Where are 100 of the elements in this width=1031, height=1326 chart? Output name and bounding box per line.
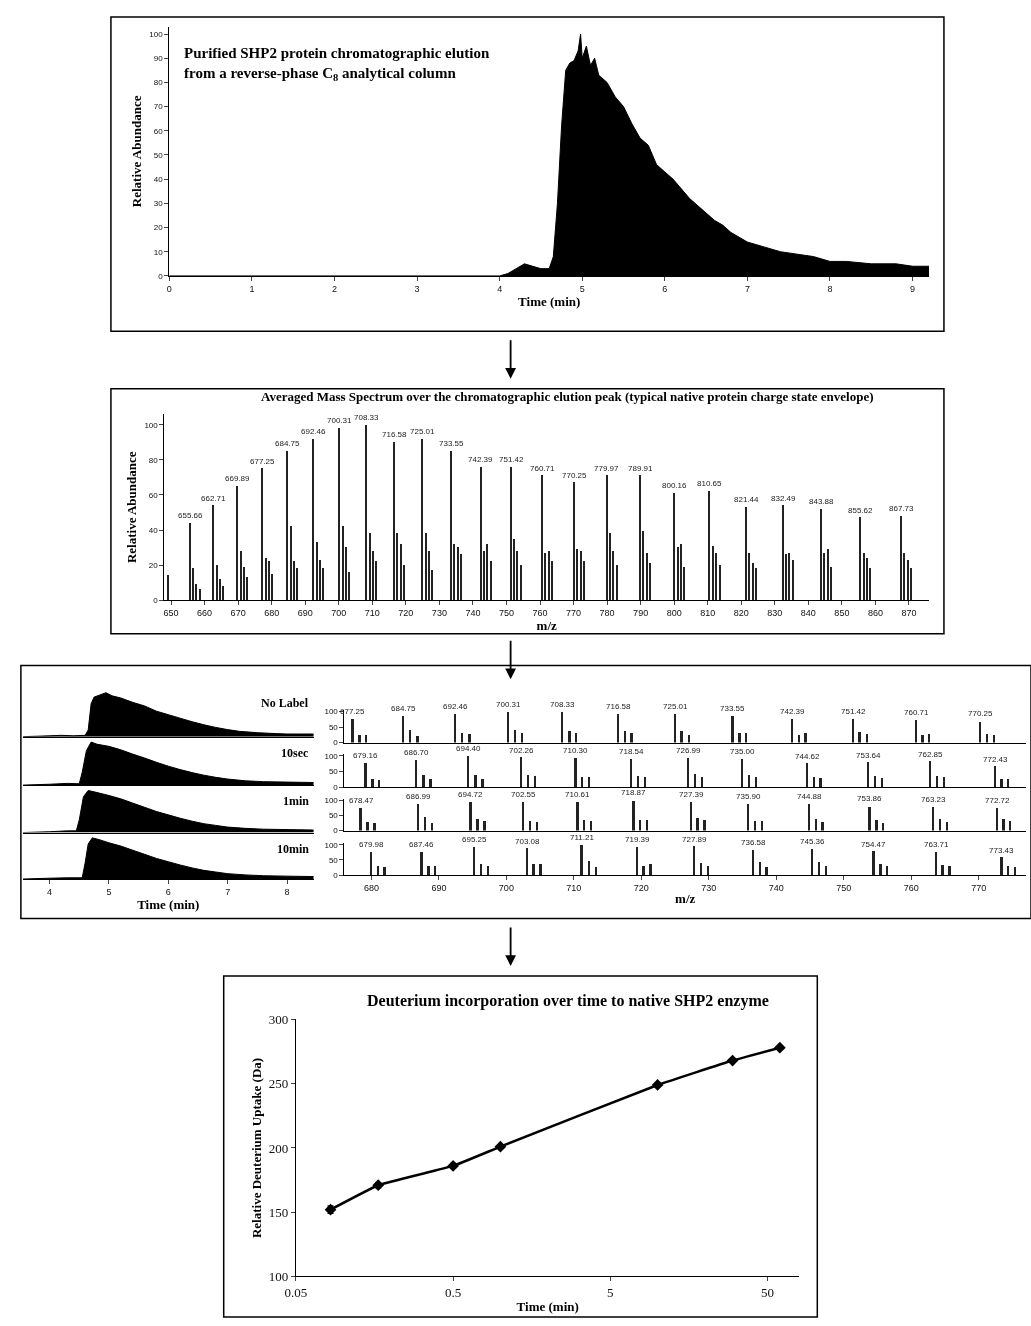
x-tick-label: 4 [497, 283, 503, 294]
x-tick-label: 700 [498, 882, 514, 893]
x-tick-label: 720 [633, 882, 649, 893]
y-tick-label: 70 [153, 102, 164, 112]
x-tick-label: 770 [971, 882, 987, 893]
annotation: 745.36 [800, 837, 826, 846]
annotation: 727.39 [679, 790, 705, 799]
annotation: 735.90 [736, 792, 762, 801]
annotation: 716.58 [382, 430, 408, 439]
chart-title: 1min [283, 794, 310, 808]
x-axis-title: Time (min) [137, 896, 200, 912]
x-tick-label: 4 [47, 886, 53, 897]
y-tick-label: 0 [333, 782, 339, 792]
y-tick-label: 300 [268, 1011, 289, 1027]
x-axis-title: Time (min) [516, 1298, 579, 1314]
y-tick-label: 30 [153, 199, 164, 209]
annotation: 725.01 [663, 702, 689, 711]
annotation: 867.73 [889, 504, 915, 513]
annotation: 677.25 [340, 707, 366, 716]
y-tick-label: 100 [324, 751, 339, 761]
y-tick-label: 40 [148, 525, 159, 535]
annotation: 702.26 [509, 746, 535, 755]
annotation: 686.99 [406, 792, 432, 801]
annotation: 678.47 [349, 796, 375, 805]
y-tick-label: 20 [153, 223, 164, 233]
y-tick-label: 100 [324, 796, 339, 806]
x-tick-label: 650 [163, 608, 179, 619]
y-tick-label: 0 [153, 596, 159, 606]
x-tick-label: 810 [700, 608, 716, 619]
annotation: 725.01 [410, 427, 436, 436]
y-tick-label: 50 [328, 855, 339, 865]
chart-title: Averaged Mass Spectrum over the chromatographic elution peak (typical native protein charge state envelope) [261, 389, 874, 404]
x-tick-label: 2 [331, 283, 337, 294]
x-tick-label: 0 [166, 283, 172, 294]
x-tick-label: 770 [566, 608, 582, 619]
x-tick-label: 800 [666, 608, 682, 619]
x-tick-label: 8 [284, 886, 290, 897]
y-tick-label: 50 [328, 811, 339, 821]
annotation: 684.75 [275, 439, 301, 448]
annotation: 773.43 [989, 846, 1015, 855]
y-tick-label: 20 [148, 560, 159, 570]
annotation: 692.46 [301, 427, 327, 436]
annotation: 763.71 [924, 840, 950, 849]
x-tick-label: 760 [903, 882, 919, 893]
annotation: 733.55 [720, 704, 746, 713]
x-tick-label: 730 [431, 608, 447, 619]
annotation: 669.89 [225, 474, 251, 483]
y-tick-label: 150 [268, 1204, 289, 1220]
x-tick-label: 820 [733, 608, 749, 619]
x-tick-label: 780 [599, 608, 615, 619]
y-tick-label: 40 [153, 174, 164, 184]
x-tick-label: 710 [566, 882, 582, 893]
x-tick-label: 670 [230, 608, 246, 619]
annotation: 800.16 [662, 481, 688, 490]
annotation: 763.23 [921, 795, 947, 804]
annotation: 821.44 [734, 495, 760, 504]
x-tick-label: 710 [364, 608, 380, 619]
y-tick-label: 100 [268, 1269, 289, 1285]
x-tick-label: 660 [197, 608, 213, 619]
y-tick-label: 50 [153, 150, 164, 160]
annotation: 700.31 [327, 416, 353, 425]
annotation: 700.31 [496, 700, 522, 709]
x-tick-label: 6 [662, 283, 668, 294]
y-tick-label: 10 [153, 247, 164, 257]
x-tick-label: 5 [579, 283, 585, 294]
annotation: 742.39 [468, 455, 494, 464]
y-tick-label: 200 [268, 1140, 289, 1156]
annotation: 789.91 [628, 464, 654, 473]
x-tick-label: 680 [264, 608, 280, 619]
annotation: 708.33 [354, 413, 380, 422]
annotation: 677.25 [250, 457, 276, 466]
x-tick-label: 870 [901, 608, 917, 619]
x-tick-label: 730 [701, 882, 717, 893]
x-tick-label: 690 [297, 608, 313, 619]
x-tick-label: 50 [760, 1285, 774, 1301]
annotation: 770.25 [968, 709, 994, 718]
annotation: 735.00 [730, 747, 756, 756]
y-tick-label: 250 [268, 1076, 289, 1092]
x-tick-label: 0.5 [444, 1285, 462, 1301]
y-tick-label: 100 [324, 707, 339, 717]
y-tick-label: 100 [144, 420, 159, 430]
annotation: 744.62 [795, 752, 821, 761]
annotation: 742.39 [780, 707, 806, 716]
x-tick-label: 740 [768, 882, 784, 893]
x-tick-label: 720 [398, 608, 414, 619]
x-tick-label: 760 [532, 608, 548, 619]
x-tick-label: 840 [800, 608, 816, 619]
x-tick-label: 830 [767, 608, 783, 619]
y-tick-label: 50 [328, 722, 339, 732]
annotation: 708.33 [550, 700, 576, 709]
annotation: 770.25 [562, 471, 588, 480]
annotation: 733.55 [439, 439, 465, 448]
annotation: 655.66 [178, 511, 204, 520]
x-tick-label: 850 [834, 608, 850, 619]
annotation: 692.46 [443, 702, 469, 711]
annotation: 727.89 [682, 835, 708, 844]
y-tick-label: 60 [153, 126, 164, 136]
y-tick-label: 60 [148, 490, 159, 500]
annotation: 760.71 [530, 464, 556, 473]
x-tick-label: 740 [465, 608, 481, 619]
